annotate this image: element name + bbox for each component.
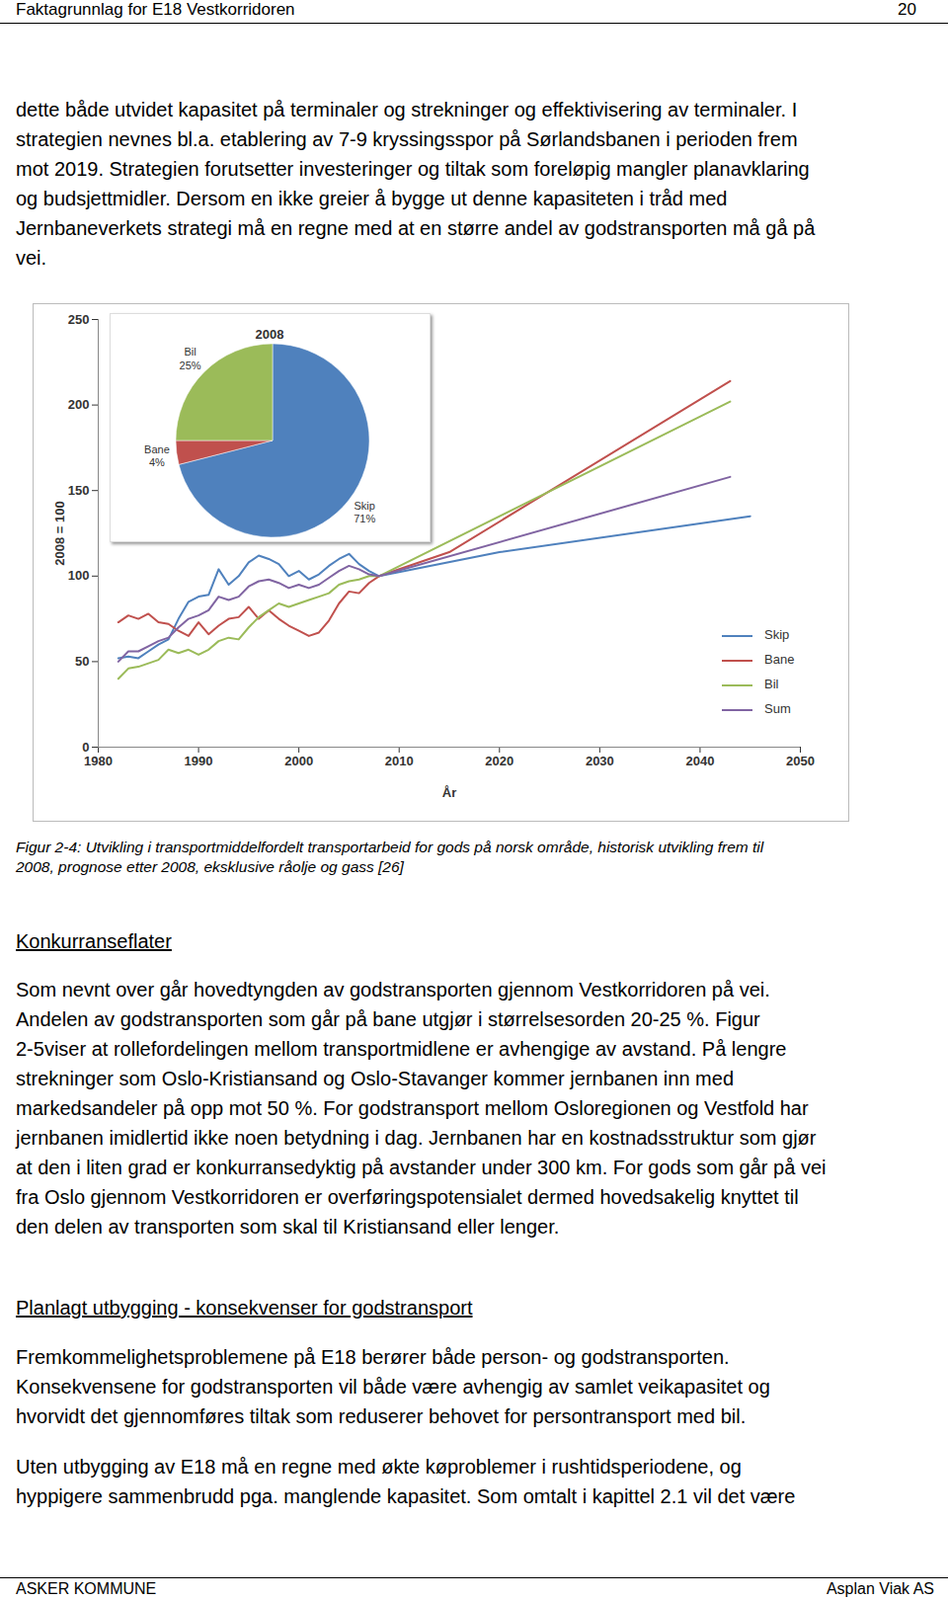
svg-text:2000: 2000 bbox=[284, 753, 314, 769]
html-text:at den i liten grad er konkurr: at den i liten grad er konkurransedyktig… bbox=[15, 1156, 827, 1179]
html-text:mot 2019. Strategien forutsett: mot 2019. Strategien forutsetter investe… bbox=[15, 158, 810, 180]
html-text:vei.: vei. bbox=[15, 246, 47, 269]
svg-text:2008: 2008 bbox=[255, 326, 285, 342]
html-text:hvorvidt det gjennomføres tilt: hvorvidt det gjennomføres tiltak som red… bbox=[15, 1405, 746, 1427]
svg-text:2050: 2050 bbox=[786, 753, 815, 769]
html-text:Sum: Sum bbox=[764, 701, 791, 716]
svg-text:2010: 2010 bbox=[385, 753, 414, 769]
svg-text:200: 200 bbox=[68, 396, 90, 412]
html-text:Fremkommelighetsproblemene på: Fremkommelighetsproblemene på E18 berøre… bbox=[15, 1345, 730, 1368]
svg-text:100: 100 bbox=[68, 567, 90, 583]
html-text:Jernbaneverkets strategi må en: Jernbaneverkets strategi må en regne med… bbox=[15, 217, 816, 239]
svg-text:Skip71%: Skip71% bbox=[353, 499, 376, 525]
html-text:Konkurranseflater: Konkurranseflater bbox=[15, 930, 172, 952]
html-text:jernbanen imidlertid ikke noen: jernbanen imidlertid ikke noen betydning… bbox=[15, 1126, 817, 1149]
html-text:ASKER KOMMUNE: ASKER KOMMUNE bbox=[15, 1580, 157, 1597]
html-text:20: 20 bbox=[897, 0, 917, 19]
svg-text:250: 250 bbox=[68, 312, 90, 327]
html-text:Figur 2-4: Utvikling i transpo: Figur 2-4: Utvikling i transportmiddelfo… bbox=[15, 838, 764, 856]
html-text:Bane: Bane bbox=[764, 651, 795, 667]
svg-text:Bil25%: Bil25% bbox=[179, 345, 202, 371]
html-text:Andelen av godstransporten som: Andelen av godstransporten som går på ba… bbox=[15, 1008, 761, 1030]
svg-text:Bane4%: Bane4% bbox=[144, 443, 170, 469]
html-text:strekninger som Oslo-Kristians: strekninger som Oslo-Kristiansand og Osl… bbox=[15, 1067, 734, 1090]
svg-text:År: År bbox=[442, 785, 457, 800]
html-text:2008, prognose etter 2008, eks: 2008, prognose etter 2008, eksklusive rå… bbox=[15, 858, 404, 875]
html-text:fra Oslo gjennom Vestkorridore: fra Oslo gjennom Vestkorridoren er overf… bbox=[15, 1185, 799, 1208]
html-text:Asplan Viak AS: Asplan Viak AS bbox=[826, 1580, 935, 1597]
html-text:2-5viser at rollefordelingen m: 2-5viser at rollefordelingen mellom tran… bbox=[15, 1037, 787, 1060]
html-text:den delen av transporten som s: den delen av transporten som skal til Kr… bbox=[15, 1215, 560, 1238]
html-text:Faktagrunnlag for E18 Vestkorr: Faktagrunnlag for E18 Vestkorridoren bbox=[15, 0, 295, 19]
html-text:Skip: Skip bbox=[764, 627, 790, 642]
svg-text:2040: 2040 bbox=[685, 753, 714, 769]
html-text:hyppigere sammenbrudd pga. man: hyppigere sammenbrudd pga. manglende kap… bbox=[15, 1485, 796, 1507]
svg-text:1980: 1980 bbox=[83, 753, 113, 769]
html-text:Konsekvensene for godstranspor: Konsekvensene for godstransporten vil bå… bbox=[15, 1375, 771, 1398]
svg-text:150: 150 bbox=[68, 482, 90, 498]
html-text:markedsandeler på opp mot 50 %: markedsandeler på opp mot 50 %. For gods… bbox=[15, 1097, 809, 1119]
html-text:Bil: Bil bbox=[764, 676, 779, 692]
html-text:dette både utvidet kapasitet p: dette både utvidet kapasitet på terminal… bbox=[15, 98, 798, 121]
svg-text:1990: 1990 bbox=[184, 753, 214, 769]
html-text:og budsjettmidler. Dersom en i: og budsjettmidler. Dersom en ikke greier… bbox=[15, 187, 728, 210]
html-text:Som nevnt over går hovedtyngde: Som nevnt over går hovedtyngden av godst… bbox=[15, 978, 771, 1001]
html-text:Uten utbygging av E18 må en re: Uten utbygging av E18 må en regne med øk… bbox=[15, 1455, 742, 1478]
html-text:strategien nevnes bl.a. etable: strategien nevnes bl.a. etablering av 7-… bbox=[15, 128, 798, 151]
svg-text:2030: 2030 bbox=[585, 753, 615, 769]
svg-text:2020: 2020 bbox=[484, 753, 514, 769]
svg-text:2008 = 100: 2008 = 100 bbox=[52, 500, 68, 565]
svg-text:50: 50 bbox=[75, 653, 89, 669]
svg-text:0: 0 bbox=[81, 739, 89, 755]
html-text:Planlagt utbygging - konsekven: Planlagt utbygging - konsekvenser for go… bbox=[15, 1296, 473, 1319]
